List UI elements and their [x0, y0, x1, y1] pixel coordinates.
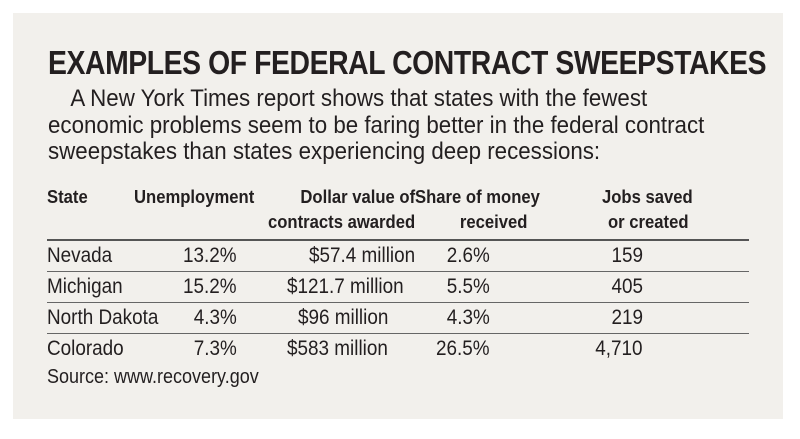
cell-dollar-value: $96 million: [298, 306, 389, 329]
header-unemployment: Unemployment: [134, 186, 255, 207]
table-row: Colorado 7.3% $583 million 26.5% 4,710: [47, 334, 749, 364]
intro-paragraph: A New York Times report shows that state…: [48, 85, 705, 165]
cell-dollar-value: $57.4 million: [309, 244, 416, 267]
cell-state: Nevada: [47, 244, 113, 267]
cell-unemployment: 7.3%: [193, 337, 237, 360]
cell-share: 26.5%: [436, 337, 490, 360]
cell-state: Michigan: [47, 275, 123, 298]
infographic-panel: [13, 13, 783, 419]
contracts-table: State Unemployment Dollar value of contr…: [47, 184, 749, 364]
cell-share: 5.5%: [446, 275, 490, 298]
cell-jobs: 159: [611, 244, 643, 267]
cell-jobs: 4,710: [595, 337, 643, 360]
table-header: State Unemployment Dollar value of contr…: [47, 184, 749, 241]
cell-unemployment: 15.2%: [183, 275, 237, 298]
header-jobs-line2: or created: [607, 211, 689, 232]
cell-share: 2.6%: [446, 244, 490, 267]
header-share-of-money: Share of money received: [415, 184, 540, 234]
cell-dollar-value: $583 million: [287, 337, 388, 360]
header-dollar-line2: contracts awarded: [268, 211, 416, 232]
table-row: Michigan 15.2% $121.7 million 5.5% 405: [47, 272, 749, 303]
header-jobs-line1: Jobs saved: [602, 186, 693, 207]
header-state: State: [47, 186, 88, 207]
infographic-title: EXAMPLES OF FEDERAL CONTRACT SWEEPSTAKES: [48, 44, 767, 81]
cell-state: North Dakota: [47, 306, 159, 329]
source-note: Source: www.recovery.gov: [47, 366, 259, 388]
cell-jobs: 405: [611, 275, 643, 298]
header-share-line2: received: [459, 211, 528, 232]
header-dollar-value: Dollar value of contracts awarded: [268, 184, 415, 234]
cell-state: Colorado: [47, 337, 124, 360]
cell-share: 4.3%: [446, 306, 490, 329]
header-share-line1: Share of money: [415, 186, 540, 207]
table-row: Nevada 13.2% $57.4 million 2.6% 159: [47, 241, 749, 272]
cell-unemployment: 4.3%: [193, 306, 237, 329]
header-dollar-line1: Dollar value of: [300, 186, 416, 207]
cell-dollar-value: $121.7 million: [287, 275, 404, 298]
header-jobs: Jobs saved or created: [602, 184, 693, 234]
table-row: North Dakota 4.3% $96 million 4.3% 219: [47, 303, 749, 334]
cell-jobs: 219: [611, 306, 643, 329]
cell-unemployment: 13.2%: [183, 244, 237, 267]
